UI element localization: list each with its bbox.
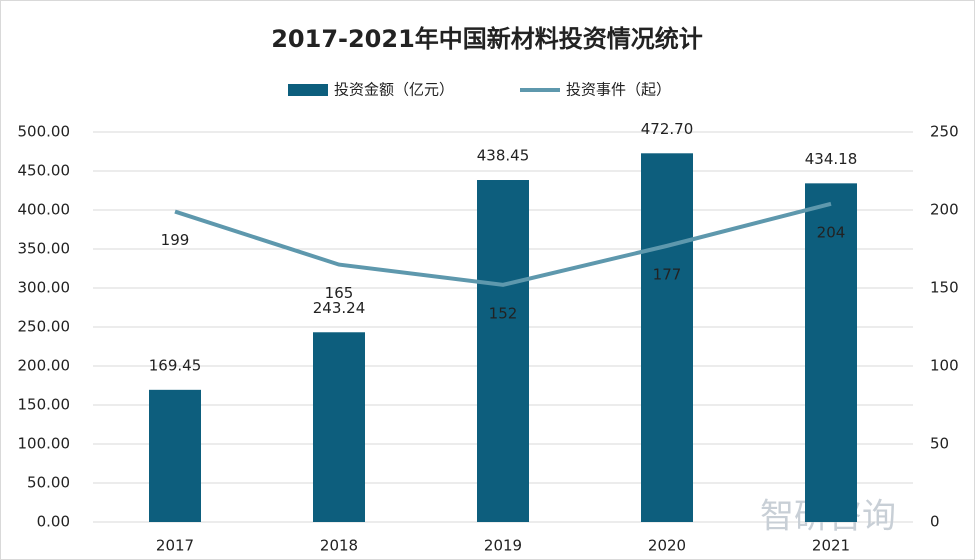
y2-tick-label: 100 [930,357,959,375]
y-tick-label: 50.00 [27,474,70,492]
bar-value-label: 434.18 [805,150,858,168]
x-tick-label: 2019 [484,537,522,555]
y2-tick-label: 200 [930,201,959,219]
y2-tick-label: 0 [930,513,940,531]
x-tick-label: 2020 [648,537,686,555]
y-tick-label: 350.00 [18,240,71,258]
y-tick-label: 300.00 [18,279,71,297]
bar [149,389,201,522]
y-tick-label: 450.00 [18,162,71,180]
x-tick-label: 2021 [812,537,850,555]
y2-tick-label: 150 [930,279,959,297]
bar [805,183,857,522]
chart-title: 2017-2021年中国新材料投资情况统计 [271,25,703,53]
x-tick-label: 2018 [320,537,358,555]
legend-label: 投资金额（亿元） [334,81,454,99]
y-tick-label: 150.00 [18,396,71,414]
x-tick-label: 2017 [156,537,194,555]
line-value-label: 204 [817,223,846,241]
line-value-label: 165 [325,284,354,302]
line-value-label: 152 [489,304,518,322]
legend-label: 投资事件（起） [566,81,671,99]
bar-value-label: 169.45 [149,356,202,374]
legend-swatch [288,84,328,96]
y2-tick-label: 50 [930,435,949,453]
y-tick-label: 500.00 [18,123,71,141]
bar [313,332,365,522]
y-tick-label: 0.00 [37,513,70,531]
y-tick-label: 200.00 [18,357,71,375]
y-tick-label: 400.00 [18,201,71,219]
line [174,201,832,287]
bar-value-label: 243.24 [313,299,366,317]
bar-value-label: 438.45 [477,147,530,165]
y-tick-label: 250.00 [18,318,71,336]
line-value-label: 199 [161,231,190,249]
bar-value-label: 472.70 [641,120,694,138]
y2-tick-label: 250 [930,123,959,141]
line-value-label: 177 [653,265,682,283]
bar [477,180,529,522]
y-tick-label: 100.00 [18,435,71,453]
bar [641,153,693,522]
